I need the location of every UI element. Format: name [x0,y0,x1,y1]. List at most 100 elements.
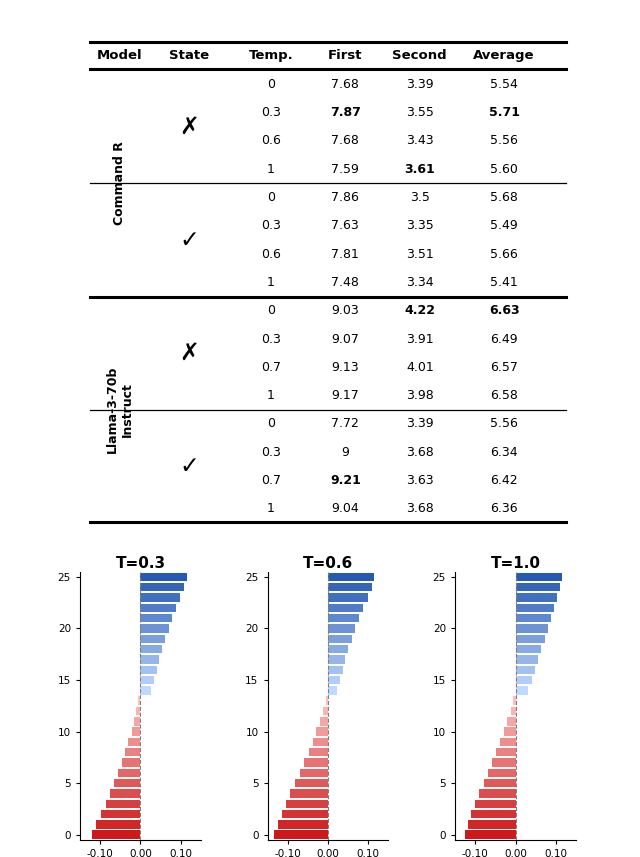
Bar [141,644,163,653]
Bar [308,748,328,757]
Bar [141,624,169,632]
Text: 9.07: 9.07 [332,333,359,345]
Bar [515,644,541,653]
Text: Temp.: Temp. [248,49,293,62]
Text: 3.91: 3.91 [406,333,433,345]
Text: 4.01: 4.01 [406,361,434,374]
Text: State: State [169,49,209,62]
Bar [282,810,328,818]
Bar [110,789,141,798]
Text: Second: Second [392,49,447,62]
Bar [125,748,141,757]
Bar [295,779,328,788]
Text: 0: 0 [267,191,275,204]
Text: 7.48: 7.48 [332,276,359,289]
Bar [92,830,141,839]
Text: 5.49: 5.49 [490,219,518,232]
Text: 5.60: 5.60 [490,163,518,176]
Bar [304,758,328,767]
Text: 3.98: 3.98 [406,389,434,402]
Bar [511,707,515,716]
Bar [515,656,538,663]
Text: 3.34: 3.34 [406,276,433,289]
Bar [129,738,141,746]
Text: 3.43: 3.43 [406,135,433,147]
Text: 9.13: 9.13 [332,361,359,374]
Text: 1: 1 [267,502,275,515]
Bar [273,830,328,839]
Bar [141,634,166,643]
Text: 7.63: 7.63 [332,219,359,232]
Text: 5.56: 5.56 [490,417,518,430]
Text: 6.58: 6.58 [490,389,518,402]
Text: 5.68: 5.68 [490,191,518,204]
Bar [141,656,159,663]
Text: 6.57: 6.57 [490,361,518,374]
Bar [300,769,328,777]
Text: Model: Model [97,49,143,62]
Text: 7.59: 7.59 [332,163,359,176]
Bar [513,697,515,705]
Bar [285,800,328,808]
Bar [328,634,352,643]
Bar [500,738,515,746]
Text: 0.7: 0.7 [261,474,281,487]
Bar [320,717,328,726]
Text: 1: 1 [267,389,275,402]
Bar [328,593,367,602]
Bar [313,738,328,746]
Bar [115,779,141,788]
Bar [475,800,515,808]
Bar [328,656,346,663]
Bar [141,593,180,602]
Bar [328,572,374,581]
Text: 0.7: 0.7 [261,361,281,374]
Bar [515,603,554,612]
Text: 5.41: 5.41 [490,276,518,289]
Text: 0.3: 0.3 [261,106,281,119]
Text: 3.51: 3.51 [406,248,434,261]
Text: 0.6: 0.6 [261,135,281,147]
Bar [328,666,342,674]
Bar [141,666,157,674]
Bar [328,644,348,653]
Text: 3.68: 3.68 [406,446,434,458]
Bar [496,748,515,757]
Bar [504,728,515,736]
Bar [328,686,337,694]
Bar [132,728,141,736]
Text: ✓: ✓ [179,228,199,252]
Bar [96,820,141,829]
Bar [328,676,340,684]
Text: 9.17: 9.17 [332,389,359,402]
Text: 5.54: 5.54 [490,78,518,91]
Bar [291,789,328,798]
Text: 0: 0 [267,78,275,91]
Text: 7.68: 7.68 [332,135,359,147]
Bar [278,820,328,829]
Bar [488,769,515,777]
Text: 9.04: 9.04 [332,502,359,515]
Text: 7.81: 7.81 [332,248,359,261]
Bar [471,810,515,818]
Bar [141,676,154,684]
Bar [328,603,364,612]
Bar [101,810,141,818]
Bar [468,820,515,829]
Text: 3.55: 3.55 [406,106,434,119]
Text: 0.3: 0.3 [261,219,281,232]
Text: 3.5: 3.5 [410,191,429,204]
Bar [515,676,532,684]
Text: ✗: ✗ [179,341,199,365]
Text: 3.68: 3.68 [406,502,434,515]
Text: 0.3: 0.3 [261,446,281,458]
Bar [515,624,548,632]
Text: Llama-3-70b
Instruct: Llama-3-70b Instruct [106,366,134,453]
Text: 0.3: 0.3 [261,333,281,345]
Text: 5.71: 5.71 [488,106,520,119]
Bar [136,707,141,716]
Text: 0: 0 [267,417,275,430]
Text: 1: 1 [267,163,275,176]
Bar [138,697,141,705]
Text: 3.63: 3.63 [406,474,433,487]
